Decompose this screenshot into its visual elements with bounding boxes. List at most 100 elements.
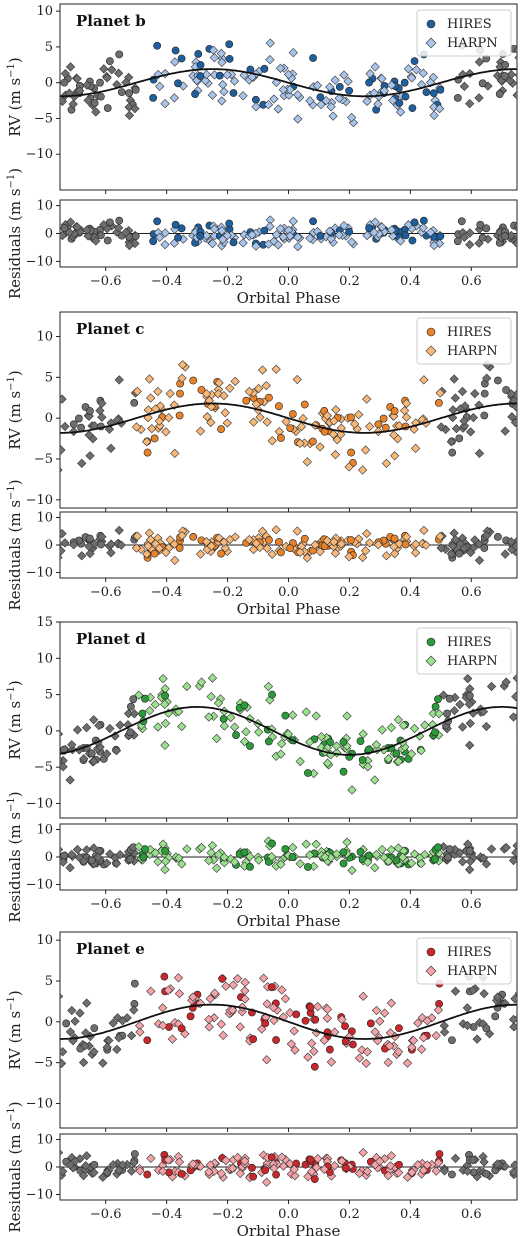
y-axis-title-close: ) (6, 370, 24, 376)
harpn-point (342, 711, 352, 721)
harpn-point (372, 744, 382, 755)
harpn-point (438, 690, 449, 700)
harpn-point (161, 427, 171, 437)
harpn-point (292, 374, 302, 385)
harpn-point (79, 856, 89, 866)
harpn-point (439, 1166, 450, 1176)
harpn-point (174, 1157, 185, 1167)
harpn-point (451, 423, 462, 434)
harpn-point (446, 437, 456, 447)
hires-point (347, 536, 355, 544)
hires-point (96, 78, 104, 87)
harpn-point (329, 416, 339, 426)
harpn-point (285, 85, 295, 95)
harpn-point (337, 1014, 347, 1025)
hires-point (275, 402, 283, 411)
harpn-point (206, 848, 216, 858)
harpn-point (219, 390, 229, 401)
harpn-point (283, 69, 294, 80)
harpn-point (492, 992, 503, 1002)
harpn-point (418, 223, 428, 233)
x-axis-title: Orbital Phase (237, 600, 341, 618)
harpn-point (459, 232, 469, 243)
harpn-point (196, 677, 207, 687)
harpn-point (160, 240, 170, 250)
harpn-point (328, 541, 339, 552)
harpn-point (406, 858, 417, 868)
hires-point (443, 709, 451, 718)
harpn-point (301, 707, 311, 717)
harpn-point (388, 231, 398, 241)
hires-point (96, 540, 105, 549)
harpn-point (263, 681, 274, 692)
harpn-point (393, 715, 404, 725)
harpn-point (431, 1166, 441, 1176)
harpn-point (334, 230, 344, 240)
harpn-point (60, 394, 67, 404)
harpn-point (370, 62, 380, 72)
hires-point (436, 232, 445, 241)
legend-hires-marker (426, 637, 436, 647)
harpn-point (251, 102, 261, 112)
hires-point (189, 532, 198, 541)
x-tick-label: 0.6 (461, 897, 482, 912)
harpn-point (514, 72, 517, 78)
harpn-point (188, 992, 198, 1002)
harpn-point (512, 673, 517, 683)
hires-point (401, 540, 410, 549)
harpn-point (501, 842, 511, 853)
hires-point (465, 846, 474, 855)
harpn-point (416, 746, 426, 756)
legend-harpn-marker (425, 655, 437, 667)
harpn-point (465, 228, 475, 238)
hires-point (345, 86, 354, 95)
hires-point (246, 863, 254, 871)
resid-axis-title-close: ) (6, 168, 24, 174)
x-tick-label: 0.0 (278, 585, 299, 600)
harpn-point (322, 1013, 332, 1023)
resid-y-tick-label: 0 (45, 227, 53, 242)
hires-point (410, 57, 419, 66)
harpn-point (459, 543, 469, 553)
harpn-point (212, 863, 222, 873)
harpn-point (305, 96, 315, 106)
harpn-point (102, 1167, 112, 1177)
harpn-point (459, 421, 470, 431)
harpn-point (102, 73, 112, 83)
x-tick-label: 0.6 (461, 274, 482, 289)
hires-point (174, 233, 182, 242)
harpn-point (102, 858, 112, 868)
harpn-point (65, 217, 76, 227)
harpn-point (170, 57, 180, 67)
harpn-point (206, 417, 216, 428)
x-tick-label: 0.6 (461, 585, 482, 600)
harpn-point (500, 549, 510, 559)
harpn-point (369, 88, 379, 98)
harpn-point (302, 457, 312, 467)
harpn-point (254, 855, 264, 865)
harpn-point (79, 754, 89, 764)
harpn-point (311, 711, 321, 721)
legend-hires-label: HIRES (447, 945, 492, 960)
harpn-point (82, 1151, 92, 1161)
harpn-point (429, 110, 439, 120)
harpn-point (244, 534, 254, 545)
harpn-point (102, 1042, 112, 1052)
harpn-point (230, 857, 240, 867)
harpn-point (244, 386, 254, 397)
model-curve (60, 705, 517, 756)
x-tick-label: −0.6 (90, 897, 122, 912)
harpn-point (207, 239, 218, 249)
hires-point (448, 1036, 456, 1045)
harpn-point (278, 232, 288, 242)
y-tick-label: 10 (36, 651, 53, 666)
hires-point (150, 434, 159, 443)
harpn-point (97, 398, 107, 408)
harpn-point (77, 551, 87, 561)
harpn-point (305, 233, 315, 243)
x-tick-label: 0.2 (339, 274, 360, 289)
x-tick-label: 0.4 (400, 585, 421, 600)
hires-point (143, 1036, 152, 1045)
harpn-point (285, 231, 295, 241)
harpn-point (64, 227, 74, 237)
